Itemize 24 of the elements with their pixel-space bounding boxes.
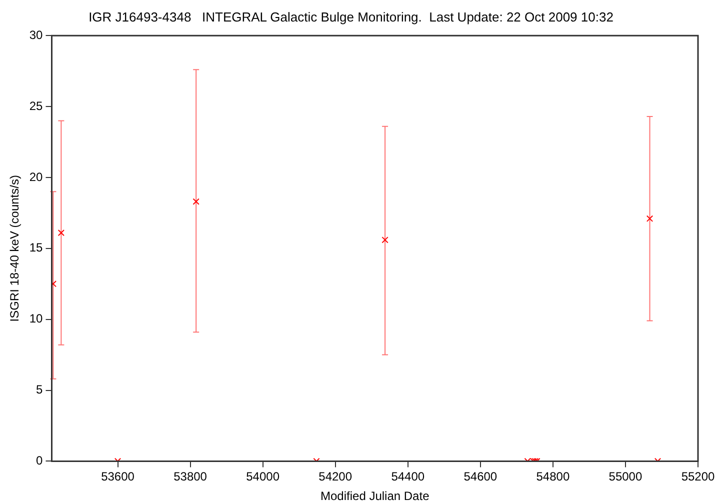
x-tick-label: 54400	[391, 470, 425, 484]
x-axis-title: Modified Julian Date	[320, 489, 430, 504]
x-tick-label: 54600	[464, 470, 498, 484]
x-tick-label: 55000	[608, 470, 642, 484]
y-tick-label: 30	[29, 28, 44, 42]
y-tick-label: 5	[36, 382, 44, 397]
point	[382, 236, 388, 244]
y-tick-label: 10	[29, 312, 44, 326]
chart-title: IGR J16493-4348 INTEGRAL Galactic Bulge Monitoring. Last Update: 22 Oct 2009 10:32	[88, 9, 614, 24]
point	[52, 280, 57, 288]
y-tick-label: 25	[29, 98, 44, 113]
x-tick-label: 54200	[318, 470, 352, 484]
x-tick-label: 54800	[536, 470, 570, 484]
y-tick-label: 15	[29, 240, 44, 255]
y-tick-label: 0	[36, 454, 44, 468]
x-tick-label: 53800	[174, 470, 208, 484]
point	[192, 198, 200, 205]
y-axis-title: ISGRI 18-40 keV (counts/s)	[8, 175, 22, 322]
x-tick-label: 54000	[246, 470, 280, 484]
x-tick-label: 55200	[681, 470, 716, 484]
y-tick-label: 20	[29, 170, 44, 184]
point	[58, 229, 65, 236]
x-tick-label: 53600	[101, 470, 135, 484]
point	[646, 215, 654, 222]
